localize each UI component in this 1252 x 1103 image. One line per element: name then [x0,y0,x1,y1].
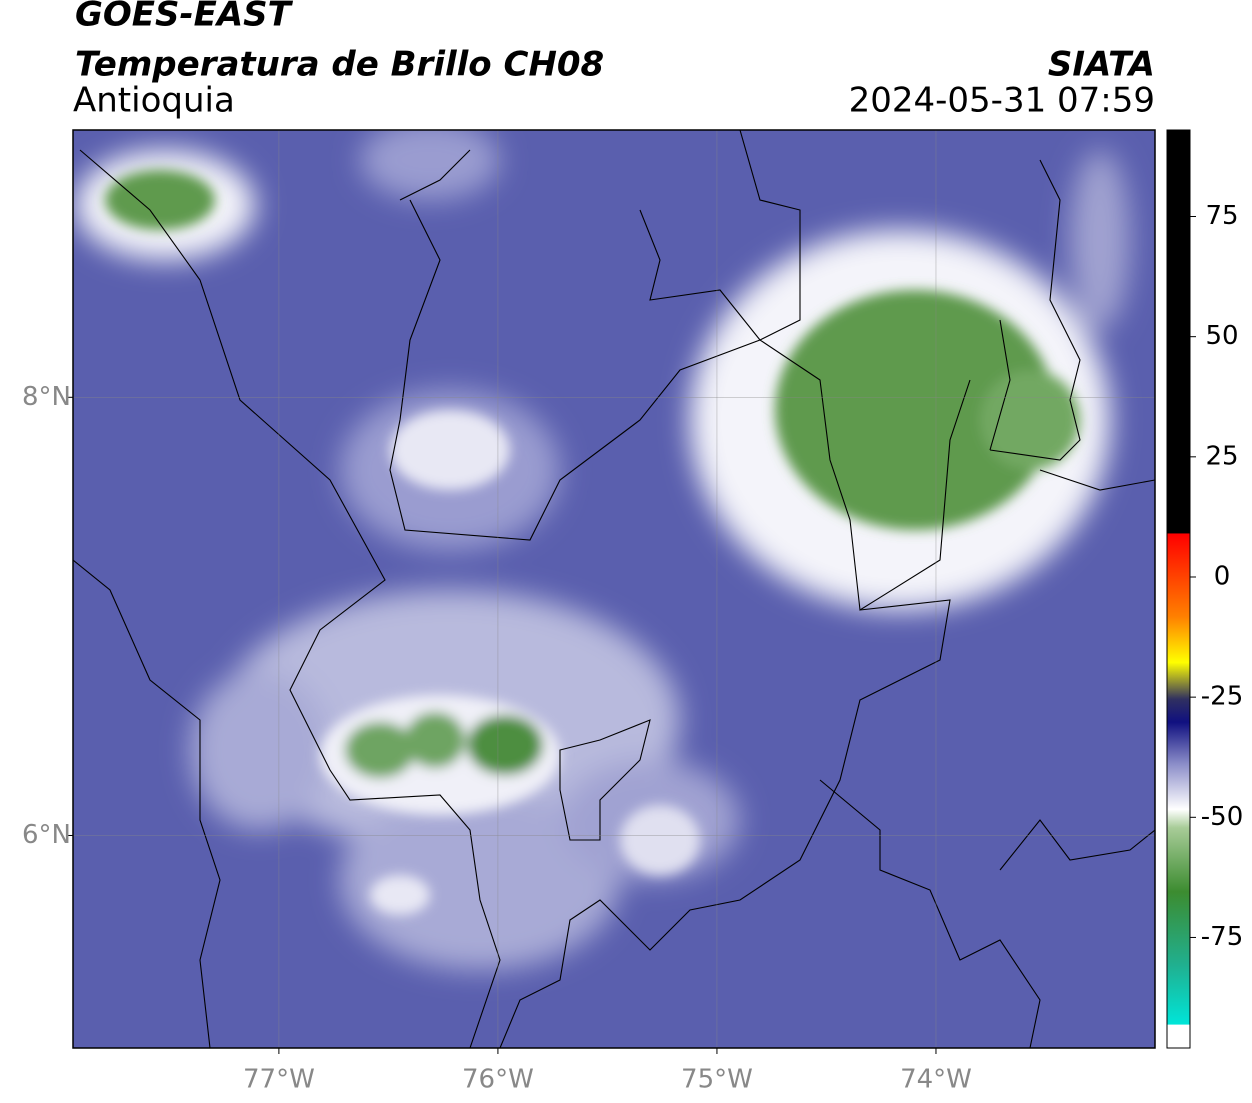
x-tick-label: 77°W [243,1065,315,1095]
colorbar-tick-label: -25 [1201,682,1243,712]
source: SIATA [1048,45,1155,85]
colorbar [1166,129,1191,1049]
region: Antioquia [73,81,235,121]
x-tick-label: 74°W [900,1065,972,1095]
colorbar-tick-label: -50 [1201,802,1243,832]
graticule [73,130,1155,1048]
subtitle: Temperatura de Brillo CH08 [75,45,604,85]
timestamp: 2024-05-31 07:59 [849,81,1155,121]
colorbar-tick-label: -75 [1201,922,1243,952]
map-frame [72,129,1156,1049]
colorbar-tick-label: 50 [1205,321,1238,351]
colorbar-tick-label: 25 [1205,441,1238,471]
map-image [73,130,1155,1048]
y-tick-label: 8°N [22,382,71,412]
x-tick-label: 75°W [681,1065,753,1095]
colorbar-tick-label: 75 [1205,201,1238,231]
colorbar-tick-label: 0 [1214,561,1231,591]
y-tick-label: 6°N [22,820,71,850]
x-tick-label: 76°W [462,1065,534,1095]
title: GOES-EAST [75,0,294,35]
